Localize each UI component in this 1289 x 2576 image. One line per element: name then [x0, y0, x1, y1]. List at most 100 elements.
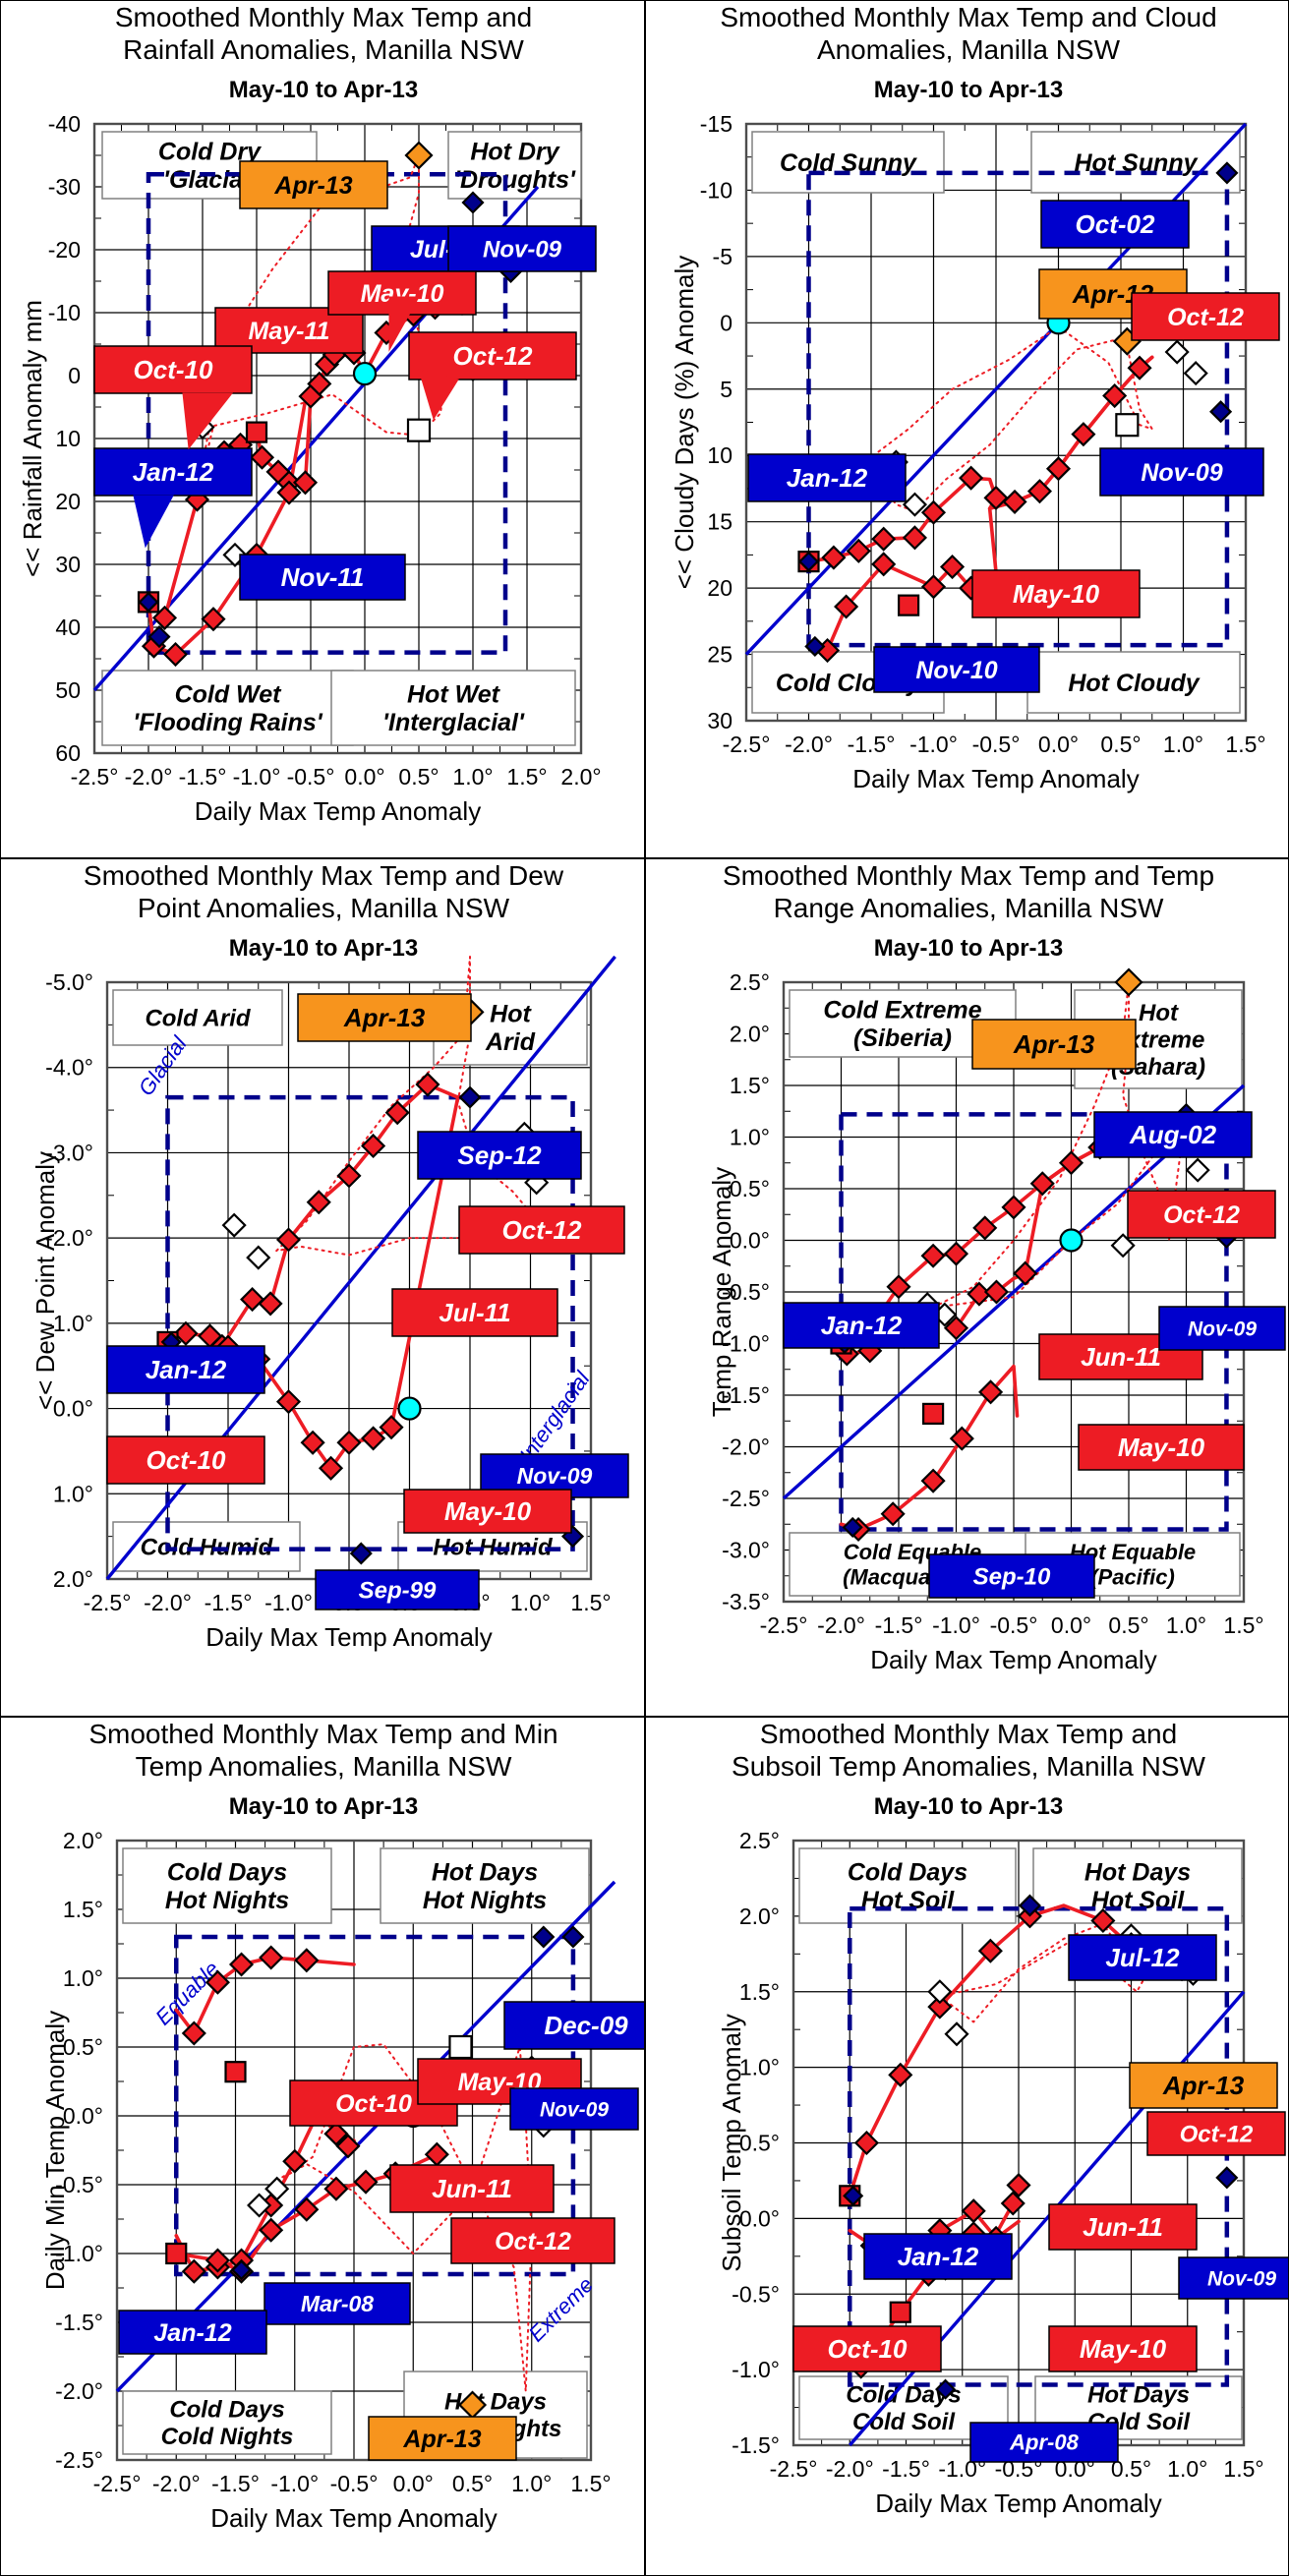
- svg-text:1.0°: 1.0°: [452, 764, 493, 790]
- svg-text:-2.5°: -2.5°: [55, 2447, 103, 2473]
- svg-text:30: 30: [707, 708, 732, 733]
- svg-text:2.0°: 2.0°: [53, 1566, 93, 1592]
- svg-text:-20: -20: [48, 237, 81, 263]
- svg-text:Hot Wet: Hot Wet: [407, 680, 501, 708]
- svg-text:1.5°: 1.5°: [506, 764, 547, 790]
- svg-text:Rainfall Anomalies, Manilla NS: Rainfall Anomalies, Manilla NSW: [123, 34, 524, 65]
- svg-text:May-10 to Apr-13: May-10 to Apr-13: [874, 1793, 1064, 1820]
- svg-text:Jun-11: Jun-11: [432, 2174, 512, 2203]
- svg-text:Jan-12: Jan-12: [898, 2242, 979, 2271]
- svg-text:10: 10: [55, 426, 81, 451]
- svg-text:0.5°: 0.5°: [1108, 1612, 1148, 1638]
- svg-text:Subsoil Temp Anomaly: Subsoil Temp Anomaly: [717, 2014, 746, 2272]
- svg-text:2.0°: 2.0°: [730, 1022, 770, 1047]
- svg-text:Smoothed Monthly Max Temp and: Smoothed Monthly Max Temp and Min: [88, 1719, 557, 1749]
- svg-text:Hot: Hot: [1139, 1000, 1179, 1026]
- svg-text:40: 40: [55, 615, 81, 640]
- svg-text:Sep-12: Sep-12: [457, 1141, 542, 1170]
- svg-text:2.0°: 2.0°: [63, 1828, 103, 1853]
- svg-text:1.0°: 1.0°: [511, 2471, 552, 2496]
- svg-text:-2.5°: -2.5°: [760, 1612, 808, 1638]
- svg-text:-5.0°: -5.0°: [45, 969, 93, 995]
- svg-text:-2.0°: -2.0°: [722, 1434, 770, 1460]
- svg-text:Anomalies, Manilla NSW: Anomalies, Manilla NSW: [817, 34, 1121, 65]
- svg-text:Jan-12: Jan-12: [787, 463, 868, 493]
- svg-text:0.5°: 0.5°: [398, 764, 439, 790]
- svg-text:Apr-13: Apr-13: [402, 2426, 481, 2453]
- svg-text:Daily Max Temp Anomaly: Daily Max Temp Anomaly: [210, 2503, 497, 2533]
- svg-text:-2.5°: -2.5°: [722, 1486, 770, 1511]
- svg-text:-1.0°: -1.0°: [732, 2357, 780, 2382]
- svg-text:-2.0°: -2.0°: [144, 1590, 192, 1615]
- svg-text:Oct-12: Oct-12: [1167, 304, 1244, 331]
- svg-text:2.5°: 2.5°: [730, 969, 770, 995]
- svg-text:-1.0°: -1.0°: [264, 1590, 313, 1615]
- svg-text:-1.0°: -1.0°: [233, 764, 281, 790]
- svg-text:<< Dew Point Anomaly: << Dew Point Anomaly: [30, 1151, 60, 1410]
- svg-text:Sep-10: Sep-10: [973, 1563, 1051, 1590]
- svg-text:-1.5°: -1.5°: [875, 1612, 923, 1638]
- svg-text:-1.5°: -1.5°: [179, 764, 227, 790]
- svg-text:Cold Days: Cold Days: [169, 2397, 284, 2424]
- svg-text:Nov-09: Nov-09: [483, 236, 562, 263]
- svg-text:0.5°: 0.5°: [1100, 732, 1141, 757]
- svg-text:-2.0°: -2.0°: [826, 2456, 874, 2482]
- svg-text:Subsoil Temp Anomalies, Manill: Subsoil Temp Anomalies, Manilla NSW: [732, 1751, 1205, 1782]
- svg-text:-0.5°: -0.5°: [732, 2281, 780, 2307]
- svg-text:-5: -5: [713, 244, 732, 269]
- svg-text:Cold Days: Cold Days: [848, 1858, 967, 1886]
- svg-text:-0.5°: -0.5°: [330, 2471, 379, 2496]
- svg-text:Nov-09: Nov-09: [540, 2098, 609, 2121]
- svg-text:0: 0: [68, 363, 81, 388]
- svg-text:15: 15: [707, 509, 732, 535]
- svg-text:2.0°: 2.0°: [560, 764, 601, 790]
- svg-text:-2.5°: -2.5°: [84, 1590, 132, 1615]
- svg-text:Oct-10: Oct-10: [828, 2334, 908, 2364]
- svg-text:Daily Max Temp Anomaly: Daily Max Temp Anomaly: [195, 796, 481, 826]
- svg-text:-1.0°: -1.0°: [270, 2471, 319, 2496]
- svg-text:-10: -10: [700, 177, 732, 203]
- svg-text:Oct-12: Oct-12: [1180, 2121, 1254, 2147]
- svg-text:Oct-12: Oct-12: [453, 341, 533, 371]
- svg-text:-2.5°: -2.5°: [770, 2456, 818, 2482]
- svg-text:Apr-13: Apr-13: [343, 1003, 426, 1032]
- svg-text:May-10: May-10: [1013, 579, 1100, 609]
- svg-text:-2.5°: -2.5°: [93, 2471, 142, 2496]
- svg-text:Sep-99: Sep-99: [359, 1577, 437, 1604]
- svg-text:Mar-08: Mar-08: [301, 2291, 374, 2316]
- svg-text:Apr-13: Apr-13: [1162, 2071, 1245, 2100]
- svg-text:Jan-12: Jan-12: [821, 1311, 903, 1340]
- svg-text:Daily Max Temp Anomaly: Daily Max Temp Anomaly: [852, 764, 1139, 793]
- svg-text:-3.5°: -3.5°: [722, 1589, 770, 1614]
- svg-text:Smoothed Monthly Max Temp and: Smoothed Monthly Max Temp and Temp: [723, 860, 1214, 891]
- svg-text:Oct-12: Oct-12: [495, 2228, 571, 2255]
- svg-text:1.5°: 1.5°: [63, 1897, 103, 1922]
- svg-text:Hot Days: Hot Days: [432, 1858, 538, 1886]
- svg-text:-1.0°: -1.0°: [909, 732, 958, 757]
- svg-text:1.0°: 1.0°: [1166, 1612, 1206, 1638]
- svg-text:0: 0: [720, 310, 732, 335]
- svg-text:Jul-12: Jul-12: [1105, 1943, 1180, 1972]
- svg-text:Apr-13: Apr-13: [273, 172, 352, 200]
- svg-text:Nov-11: Nov-11: [281, 562, 365, 592]
- svg-text:1.0°: 1.0°: [1167, 2456, 1207, 2482]
- svg-text:-2.0°: -2.0°: [152, 2471, 201, 2496]
- svg-text:0.0°: 0.0°: [393, 2471, 434, 2496]
- svg-text:1.5°: 1.5°: [730, 1073, 770, 1098]
- svg-text:Nov-09: Nov-09: [517, 1463, 593, 1489]
- svg-text:-2.0°: -2.0°: [817, 1612, 865, 1638]
- svg-text:Hot Nights: Hot Nights: [165, 1887, 289, 1914]
- svg-text:1.0°: 1.0°: [1163, 732, 1203, 757]
- svg-text:Smoothed Monthly Max Temp and: Smoothed Monthly Max Temp and Cloud: [720, 2, 1216, 32]
- svg-text:Cold Wet: Cold Wet: [175, 680, 283, 708]
- svg-text:Cold Arid: Cold Arid: [145, 1005, 251, 1031]
- svg-text:Jan-12: Jan-12: [146, 1355, 227, 1384]
- svg-text:-2.0°: -2.0°: [125, 764, 173, 790]
- svg-text:Temp Range Anomaly: Temp Range Anomaly: [707, 1167, 736, 1417]
- svg-text:60: 60: [55, 740, 81, 766]
- svg-text:Hot Nights: Hot Nights: [423, 1887, 547, 1914]
- svg-text:Jan-12: Jan-12: [133, 457, 214, 487]
- svg-text:30: 30: [55, 552, 81, 577]
- svg-text:Daily Max Temp Anomaly: Daily Max Temp Anomaly: [870, 1645, 1156, 1674]
- svg-text:Jan-12: Jan-12: [153, 2319, 231, 2347]
